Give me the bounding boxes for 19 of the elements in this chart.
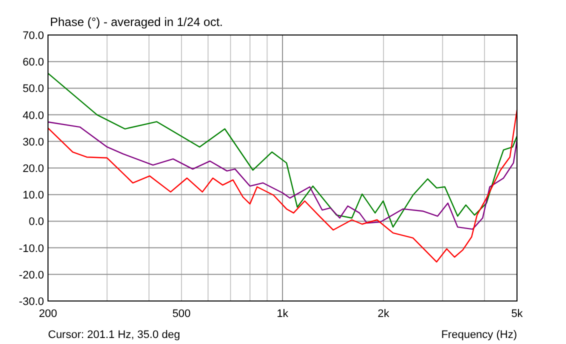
y-tick-label: 50.0 bbox=[22, 83, 44, 96]
y-tick-label: -20.0 bbox=[18, 269, 44, 282]
x-tick-label: 5k bbox=[511, 308, 524, 320]
x-axis-title: Frequency (Hz) bbox=[441, 329, 517, 341]
y-tick-label: 10.0 bbox=[22, 190, 44, 202]
y-tick-label: 0.0 bbox=[28, 216, 44, 228]
x-tick-label: 200 bbox=[38, 308, 58, 320]
y-tick-label: 20.0 bbox=[22, 163, 44, 175]
y-tick-label: -30.0 bbox=[18, 296, 44, 308]
x-tick-label: 2k bbox=[378, 308, 390, 320]
y-tick-label: 60.0 bbox=[22, 56, 44, 69]
y-tick-label: -10.0 bbox=[18, 242, 44, 255]
y-tick-label: 70.0 bbox=[22, 30, 44, 42]
chart-title: Phase (°) - averaged in 1/24 oct. bbox=[50, 15, 223, 29]
x-tick-label: 500 bbox=[172, 308, 191, 320]
x-tick-label: 1k bbox=[276, 308, 289, 320]
y-tick-label: 30.0 bbox=[22, 136, 44, 148]
text: Cursor: 201.1 Hz, 35.0 deg bbox=[48, 329, 180, 341]
y-tick-label: 40.0 bbox=[22, 110, 44, 122]
